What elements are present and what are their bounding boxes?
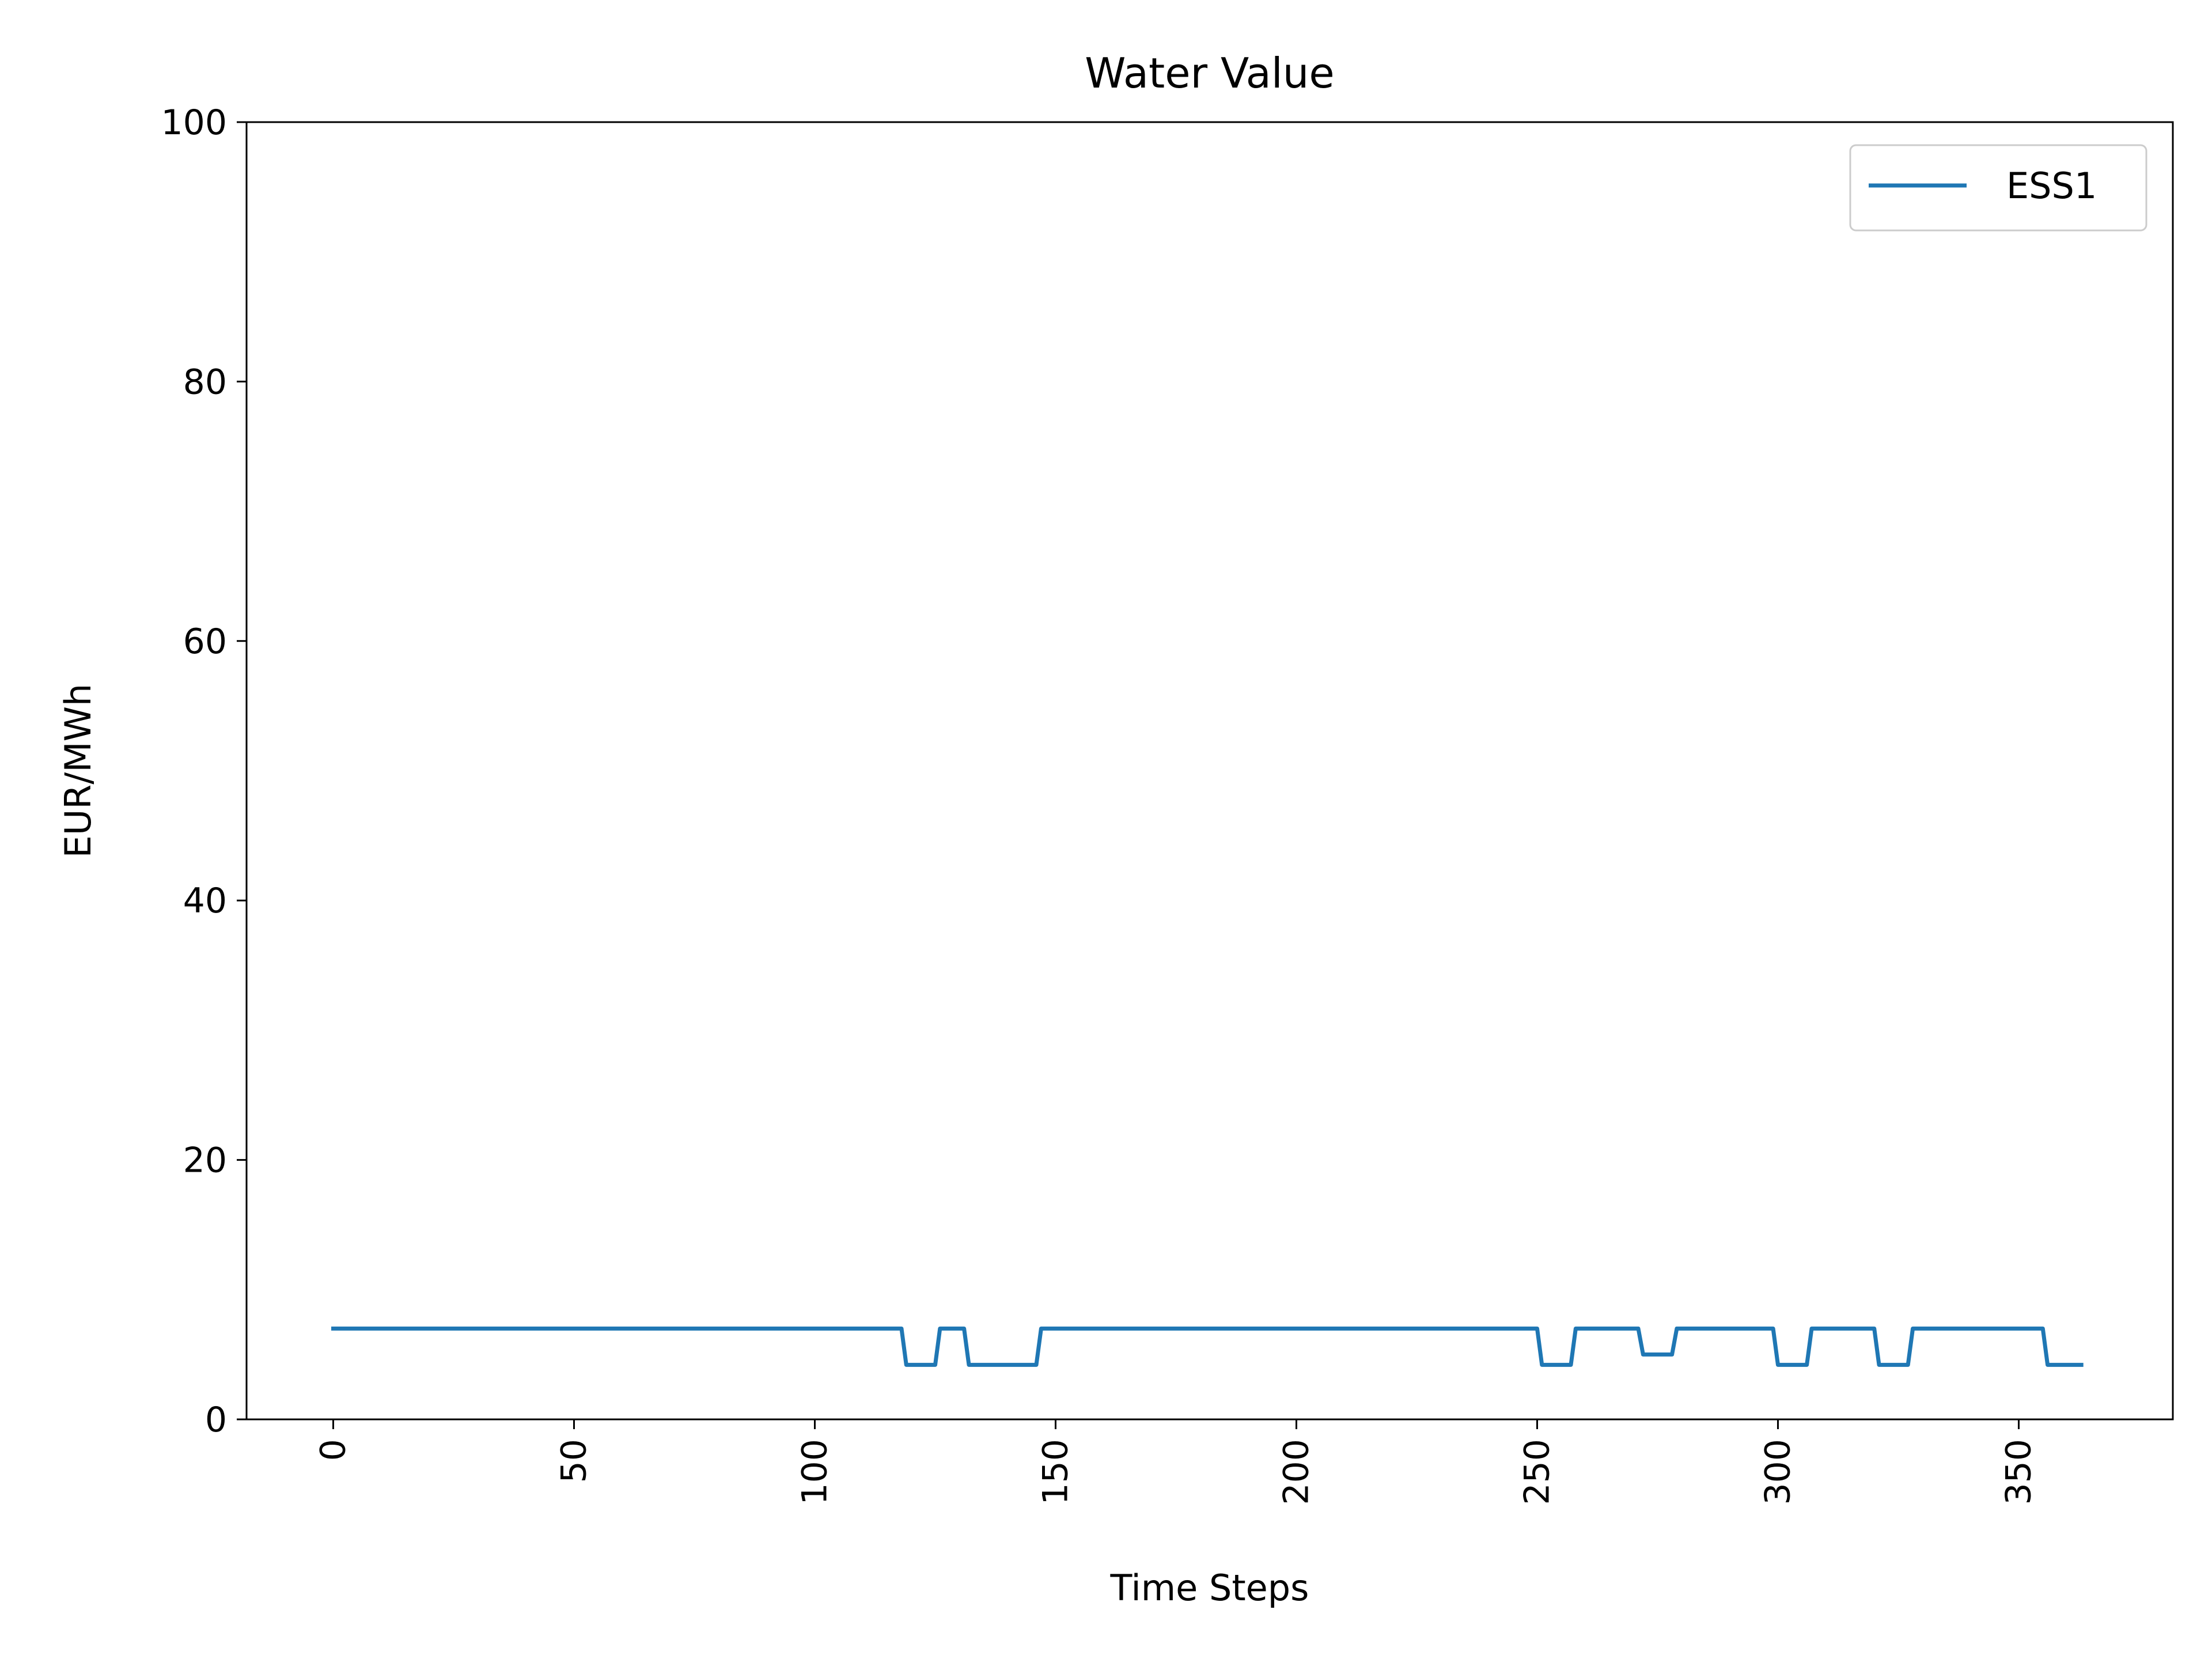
x-tick-label-0: 0: [313, 1439, 354, 1461]
series-layer: [331, 1326, 2084, 1367]
x-tick-label-350: 350: [1999, 1439, 2039, 1505]
legend-box: [1849, 144, 2147, 232]
legend-label-ess1: ESS1: [2006, 165, 2097, 207]
y-tick-label-20: 20: [183, 1141, 227, 1181]
plot-area: [247, 122, 2173, 1419]
x-tick-label-50: 50: [554, 1439, 594, 1483]
y-axis-label: EUR/MWh: [57, 684, 99, 858]
y-tick-label-40: 40: [183, 881, 227, 921]
x-axis-label: Time Steps: [1110, 1567, 1309, 1609]
x-tick-label-200: 200: [1277, 1439, 1317, 1505]
series-line-ess1: [331, 1326, 2084, 1367]
x-tick-label-100: 100: [795, 1439, 835, 1505]
chart-title: Water Value: [1085, 49, 1334, 97]
x-tick-label-150: 150: [1036, 1439, 1076, 1505]
y-axis: 0 20 40 60 80 100: [161, 103, 247, 1440]
x-tick-label-250: 250: [1517, 1439, 1558, 1505]
y-tick-label-60: 60: [183, 622, 227, 662]
x-tick-label-300: 300: [1758, 1439, 1798, 1505]
y-tick-label-80: 80: [183, 362, 227, 402]
plot-frame: [245, 121, 2174, 1421]
y-tick-label-0: 0: [205, 1400, 227, 1440]
legend: ESS1: [1849, 144, 2147, 232]
x-axis: 0 50 100 150 200 250 300 350: [313, 1419, 2039, 1505]
y-tick-label-100: 100: [161, 103, 227, 143]
